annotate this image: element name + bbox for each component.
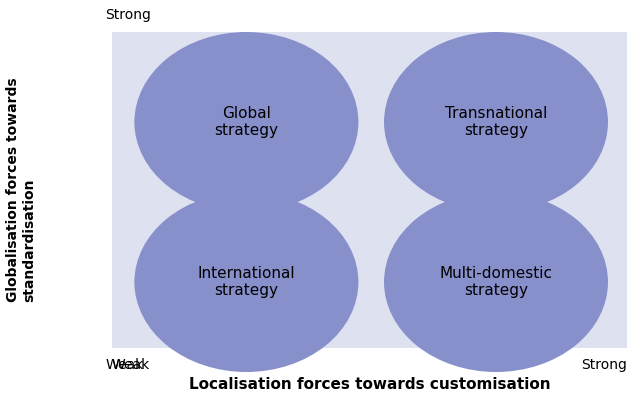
Text: Multi-domestic
strategy: Multi-domestic strategy — [440, 266, 552, 298]
Text: Globalisation forces towards
standardisation: Globalisation forces towards standardisa… — [6, 78, 36, 302]
Bar — [112, 32, 627, 348]
Text: Weak: Weak — [112, 358, 150, 372]
Ellipse shape — [384, 192, 608, 372]
Text: Localisation forces towards customisation: Localisation forces towards customisatio… — [189, 377, 550, 392]
Ellipse shape — [134, 32, 358, 212]
Ellipse shape — [134, 192, 358, 372]
Text: Global
strategy: Global strategy — [214, 106, 278, 138]
Text: Strong: Strong — [581, 358, 627, 372]
Text: Weak: Weak — [106, 358, 144, 372]
Ellipse shape — [384, 32, 608, 212]
Text: Strong: Strong — [106, 8, 152, 22]
Text: International
strategy: International strategy — [198, 266, 295, 298]
Text: Transnational
strategy: Transnational strategy — [445, 106, 547, 138]
